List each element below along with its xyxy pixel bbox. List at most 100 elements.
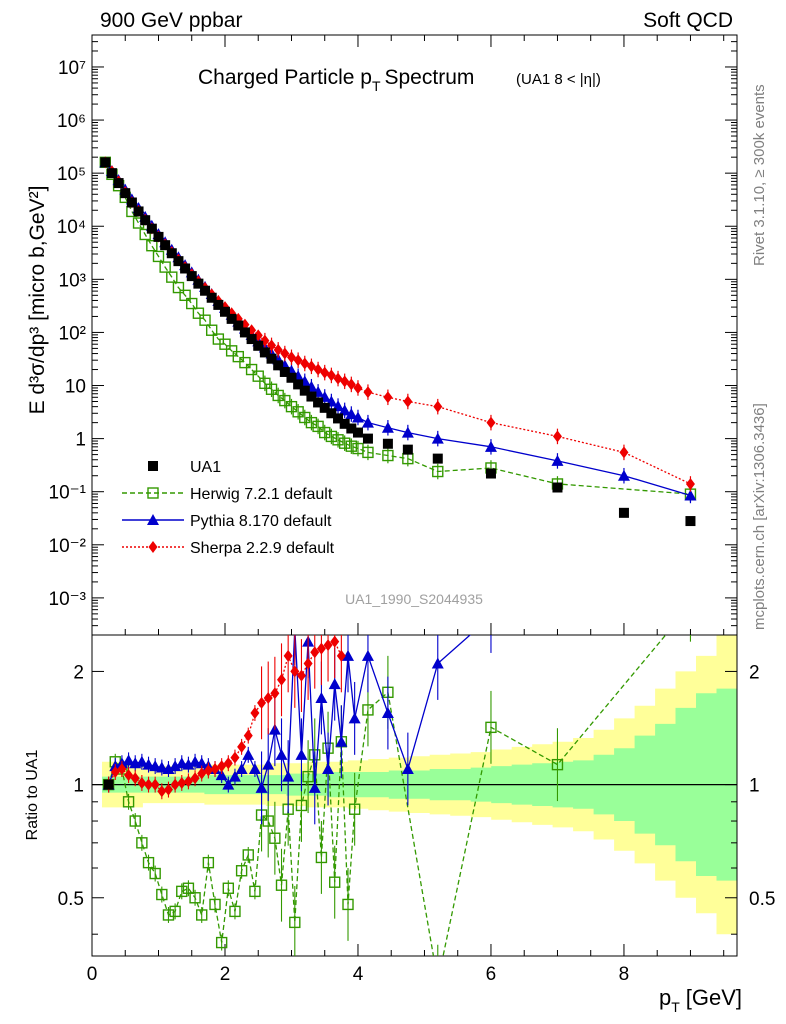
ratio-point-data xyxy=(103,779,114,790)
ratio-point-pythia xyxy=(328,678,341,690)
point-sherpa xyxy=(433,400,443,413)
ratio-point-pythia xyxy=(295,748,308,760)
ratio-panel-frame xyxy=(91,634,738,957)
ratio-ytick-label-left: 0.5 xyxy=(58,889,84,910)
ratio-point-sherpa xyxy=(243,729,253,742)
point-data xyxy=(153,231,164,242)
ratio-point-pythia xyxy=(342,649,355,661)
ratio-point-pythia xyxy=(122,754,135,766)
ratio-point-herwig xyxy=(302,770,314,783)
ytick-label: 10⁶ xyxy=(57,111,86,132)
ratio-line-herwig xyxy=(107,635,667,956)
point-data xyxy=(120,188,131,199)
ratio-point-herwig xyxy=(342,898,354,911)
point-herwig xyxy=(332,434,344,446)
ratio-point-herwig xyxy=(249,885,261,898)
ratio-point-herwig xyxy=(289,916,301,929)
point-pythia xyxy=(431,432,444,444)
main-series xyxy=(99,156,697,527)
ratio-point-pythia xyxy=(335,735,348,747)
point-data xyxy=(485,468,496,479)
point-sherpa xyxy=(353,381,363,394)
ratio-point-sherpa xyxy=(270,687,280,700)
legend-marker-herwig xyxy=(147,487,159,499)
point-data xyxy=(299,385,310,396)
legend-label-herwig: Herwig 7.2.1 default xyxy=(190,486,333,503)
point-herwig xyxy=(172,281,185,294)
ratio-point-pythia xyxy=(401,763,414,775)
point-pythia xyxy=(684,489,697,501)
ratio-point-herwig xyxy=(142,856,155,869)
chart-title-rest: Spectrum xyxy=(385,66,475,89)
point-data xyxy=(402,444,413,455)
point-herwig xyxy=(432,465,444,478)
ratio-point-herwig xyxy=(242,849,254,861)
point-herwig xyxy=(325,430,338,443)
ratio-point-pythia xyxy=(162,763,175,775)
point-data xyxy=(319,402,330,413)
point-herwig xyxy=(259,377,271,390)
ratio-point-herwig xyxy=(196,909,208,921)
ratio-point-pythia xyxy=(308,781,321,793)
point-data xyxy=(352,427,363,438)
point-data xyxy=(326,408,337,419)
ratio-point-sherpa xyxy=(296,669,306,682)
series-herwig xyxy=(99,156,697,502)
ratio-point-pythia xyxy=(282,770,295,782)
ytick-label: 10⁵ xyxy=(57,164,86,185)
ratio-ytick-label-right: 2 xyxy=(749,662,760,683)
point-herwig xyxy=(362,446,374,459)
point-sherpa xyxy=(253,329,263,342)
ratio-point-sherpa xyxy=(336,649,346,662)
point-herwig xyxy=(252,370,264,382)
point-herwig xyxy=(382,449,394,462)
point-data xyxy=(279,366,290,377)
ratio-point-sherpa xyxy=(157,785,167,798)
point-herwig xyxy=(146,240,158,252)
point-herwig xyxy=(199,314,211,326)
xtick-label: 2 xyxy=(220,964,231,985)
ratio-point-sherpa xyxy=(170,778,180,791)
chart-title-main: Charged Particle p xyxy=(198,66,372,89)
point-pythia xyxy=(617,469,630,481)
rivet-label: Rivet 3.1.10, ≥ 300k events xyxy=(751,84,768,266)
ratio-point-herwig xyxy=(156,888,168,901)
point-herwig xyxy=(245,363,258,376)
point-data xyxy=(346,423,357,434)
point-pythia xyxy=(484,440,497,452)
point-data xyxy=(200,285,211,296)
ratio-point-sherpa xyxy=(290,665,300,678)
ratio-point-sherpa xyxy=(257,696,267,709)
ytick-label: 10³ xyxy=(59,270,86,291)
point-pythia xyxy=(338,404,351,416)
series-line-herwig xyxy=(104,161,691,495)
ratio-point-herwig xyxy=(362,704,374,716)
point-data xyxy=(133,206,144,217)
main-ylabel: E d³σ/dp³ [micro b,GeV²] xyxy=(26,186,49,415)
ratio-point-sherpa xyxy=(150,778,160,791)
ratio-point-herwig xyxy=(348,803,361,815)
ratio-point-herwig xyxy=(275,879,288,891)
ratio-point-sherpa xyxy=(283,649,293,662)
ratio-point-sherpa xyxy=(223,757,233,770)
point-pythia xyxy=(361,416,374,428)
point-sherpa xyxy=(486,416,496,429)
ratio-point-pythia xyxy=(275,748,288,760)
ratio-point-pythia xyxy=(248,763,261,775)
point-herwig xyxy=(166,271,178,283)
series-line-pythia xyxy=(104,161,691,497)
legend-label-data: UA1 xyxy=(190,459,221,476)
point-data xyxy=(213,299,224,310)
ratio-point-herwig xyxy=(551,758,564,771)
point-data xyxy=(266,353,277,364)
point-sherpa xyxy=(363,386,373,399)
ratio-point-pythia xyxy=(255,781,268,793)
point-pythia xyxy=(351,411,364,423)
point-sherpa xyxy=(346,378,356,391)
legend-item-pythia: Pythia 8.170 default xyxy=(122,513,332,530)
ratio-point-pythia xyxy=(485,610,497,621)
ratio-point-sherpa xyxy=(130,772,140,785)
ratio-point-pythia xyxy=(289,623,301,634)
ratio-point-herwig xyxy=(222,882,235,894)
point-data xyxy=(233,320,244,331)
